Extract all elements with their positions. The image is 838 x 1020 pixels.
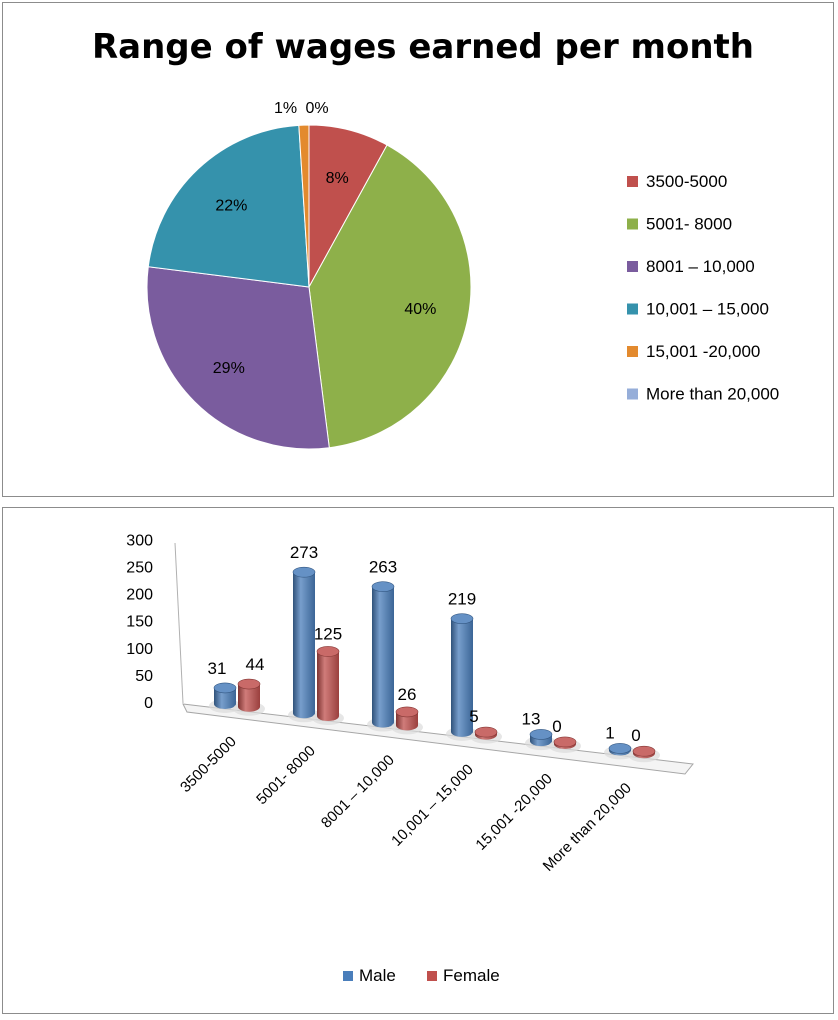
legend-label: 5001- 8000	[646, 215, 732, 234]
pie-data-label: 1%	[274, 100, 297, 117]
x-category-label: 5001- 8000	[253, 742, 319, 808]
legend-label: 10,001 – 15,000	[646, 300, 769, 319]
y-tick-label: 0	[144, 695, 153, 712]
legend-swatch	[627, 388, 638, 400]
legend-swatch	[627, 176, 638, 187]
bar-chart-panel: 0 50 100 150 200 250 300 31 44 273 125 263 26 219 5 13…	[2, 507, 834, 1014]
bar-female	[312, 646, 344, 726]
pie-data-label: 29%	[213, 360, 245, 377]
pie-data-label: 8%	[326, 170, 349, 187]
pie-slice	[308, 144, 472, 449]
bar-data-label: 219	[448, 590, 476, 609]
pie-data-label: 40%	[404, 301, 436, 318]
pie-slice	[147, 124, 310, 288]
chart-floor	[182, 703, 694, 775]
bar-male	[604, 743, 636, 760]
bar-data-label: 31	[208, 659, 227, 678]
bar-data-label: 26	[398, 685, 417, 704]
x-category-label: More than 20,000	[540, 780, 635, 875]
pie-chart-panel: Range of wages earned per month 8% 40% 29%…	[2, 2, 834, 497]
bar-female	[391, 706, 423, 735]
bar-data-label: 273	[290, 543, 318, 562]
legend-swatch	[627, 303, 638, 315]
legend-swatch	[427, 971, 437, 981]
bar-male	[288, 566, 320, 723]
bar-female	[549, 736, 581, 753]
y-tick-label: 200	[126, 587, 153, 604]
bar-data-label: 0	[552, 717, 561, 736]
bar-female	[233, 678, 265, 716]
bar-female	[470, 726, 502, 744]
bar-male	[525, 729, 557, 751]
y-tick-label: 50	[135, 668, 153, 685]
legend-label: 3500-5000	[646, 172, 727, 191]
bar-male	[209, 682, 241, 713]
pie-slice	[146, 266, 330, 450]
x-category-label: 3500-5000	[177, 733, 240, 796]
x-category-label: 8001 – 10,000	[318, 752, 398, 832]
bar-male	[446, 613, 478, 741]
bar-data-label: 125	[314, 625, 342, 644]
back-wall-edge	[174, 542, 184, 704]
x-category-label: 15,001 -20,000	[472, 770, 555, 853]
y-tick-label: 300	[126, 532, 153, 549]
legend-label: 15,001 -20,000	[646, 342, 760, 361]
legend-label: 8001 – 10,000	[646, 257, 755, 276]
bar-male	[367, 581, 399, 732]
pie-slice	[298, 124, 310, 288]
pie-data-label: 0%	[305, 100, 328, 117]
bar-female	[628, 745, 660, 763]
pie-data-label: 22%	[215, 197, 247, 214]
y-tick-label: 250	[126, 559, 153, 576]
bar-data-label: 0	[631, 726, 640, 745]
legend-swatch	[627, 261, 638, 272]
pie-chart: Range of wages earned per month 8% 40% 29%…	[92, 27, 779, 450]
pie-chart-title: Range of wages earned per month	[92, 27, 754, 67]
y-tick-label: 150	[126, 614, 153, 631]
legend-swatch	[343, 971, 353, 981]
legend-label: Female	[443, 966, 500, 985]
legend-swatch	[627, 346, 638, 357]
legend-label: More than 20,000	[646, 385, 779, 404]
legend-swatch	[627, 218, 638, 230]
bar-data-label: 1	[605, 723, 614, 742]
legend-label: Male	[359, 966, 396, 985]
bar-data-label: 44	[246, 655, 265, 674]
bar-data-label: 13	[522, 709, 541, 728]
y-tick-label: 100	[126, 641, 153, 658]
x-category-label: 10,001 – 15,000	[388, 761, 477, 850]
bar-data-label: 5	[469, 707, 478, 726]
bar-data-label: 263	[369, 558, 397, 577]
